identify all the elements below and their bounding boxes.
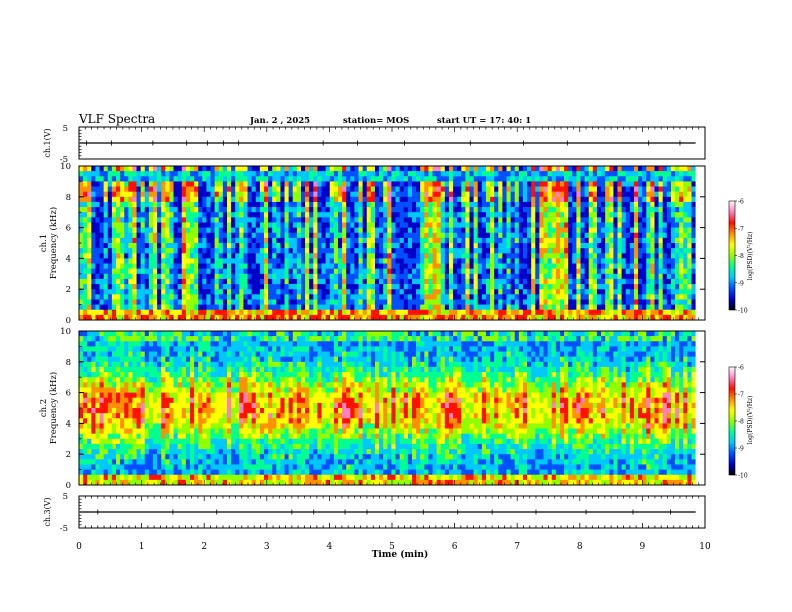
ch1-ytick-bottom: -5 — [60, 155, 68, 165]
ch3-ytick-bottom: -5 — [60, 524, 68, 534]
ch1-spec-ylabel-channel: ch.1 — [39, 234, 49, 252]
ch2-spec-ytick-label: 6 — [66, 389, 71, 399]
x-tick-label: 4 — [327, 542, 333, 552]
date-label: Jan. 2 , 2025 — [249, 116, 310, 126]
ch1-spec-ytick-label: 6 — [66, 224, 71, 234]
ch3-ytick-top: 5 — [63, 492, 68, 502]
x-tick-label: 9 — [640, 542, 646, 552]
ch1-ytick-top: 5 — [63, 124, 68, 134]
ch3-waveform-panel: 5 -5 ch.3(V) — [43, 492, 706, 534]
ch1-colorbar-tick-label: -8 — [738, 253, 744, 260]
ch1-spectrogram-panel: 0 2 4 6 8 10 ch.1 Frequency (kHz) -6 -7 -8 -9 -10… — [39, 162, 754, 326]
ch1-colorbar-tick-label: -9 — [738, 280, 744, 287]
ch1-spec-ytick-label: 8 — [66, 193, 71, 203]
x-tick-label: 10 — [699, 542, 711, 552]
x-tick-label: 5 — [389, 542, 395, 552]
ch1-spec-ytick-label: 4 — [66, 254, 71, 264]
ch1-colorbar-label: log(PSD)(V²/Hz) — [747, 232, 754, 281]
x-tick-label: 3 — [264, 542, 270, 552]
ch1-waveform-panel: 5 -5 ch.1(V) — [43, 124, 706, 165]
x-tick-label: 7 — [514, 542, 520, 552]
x-tick-label: 0 — [76, 542, 82, 552]
ch2-spec-ytick-label: 0 — [66, 481, 71, 491]
ch2-colorbar-tick-label: -8 — [738, 419, 744, 426]
ch2-spec-ytick-label: 4 — [66, 419, 71, 429]
ch2-spectrogram-panel: 0 2 4 6 8 10 ch.2 Frequency (kHz) -6 -7 -8 -9 -10… — [39, 327, 754, 491]
ch2-colorbar-tick-label: -7 — [738, 392, 744, 399]
x-tick-label: 1 — [139, 542, 145, 552]
ch1-spec-ytick-label: 10 — [60, 162, 71, 172]
ch2-colorbar-tick-label: -9 — [738, 446, 744, 453]
ch1-spec-ytick-label: 0 — [66, 316, 71, 326]
ch1-colorbar-tick-label: -10 — [738, 308, 748, 315]
ch1-colorbar-tick-label: -6 — [738, 199, 744, 206]
ch2-colorbar-tick-label: -6 — [738, 365, 744, 372]
ch2-colorbar-label: log(PSD)(V²/Hz) — [747, 396, 754, 445]
x-tick-label: 8 — [577, 542, 583, 552]
ch2-spec-ylabel-channel: ch.2 — [39, 399, 49, 417]
time-axis: 0 1 2 3 4 5 6 7 8 9 10 — [76, 315, 711, 552]
ch2-colorbar-tick-label: -10 — [738, 473, 748, 480]
ch1-ylabel: ch.1(V) — [43, 128, 52, 157]
x-axis-label: Time (min) — [372, 549, 429, 560]
ch2-spec-ytick-label: 8 — [66, 358, 71, 368]
ch2-spec-ytick-label: 2 — [66, 450, 71, 460]
start-time-label: start UT = 17: 40: 1 — [437, 116, 531, 126]
ch2-colorbar — [728, 366, 736, 476]
ch1-colorbar — [728, 200, 736, 311]
ch2-spectrogram-image — [79, 331, 705, 486]
ch1-spec-ytick-label: 2 — [66, 285, 71, 295]
ch2-spec-ytick-label: 10 — [60, 327, 71, 337]
x-tick-label: 2 — [201, 542, 207, 552]
ch2-spec-ylabel-frequency: Frequency (kHz) — [48, 372, 59, 444]
x-tick-label: 6 — [452, 542, 458, 552]
ch1-spectrogram-image — [79, 166, 705, 321]
ch3-ylabel: ch.3(V) — [43, 497, 52, 526]
station-label: station= MOS — [343, 116, 409, 126]
figure-title: VLF Spectra — [78, 112, 155, 126]
ch1-spec-ylabel-frequency: Frequency (kHz) — [48, 207, 59, 279]
ch1-colorbar-tick-label: -7 — [738, 226, 744, 233]
